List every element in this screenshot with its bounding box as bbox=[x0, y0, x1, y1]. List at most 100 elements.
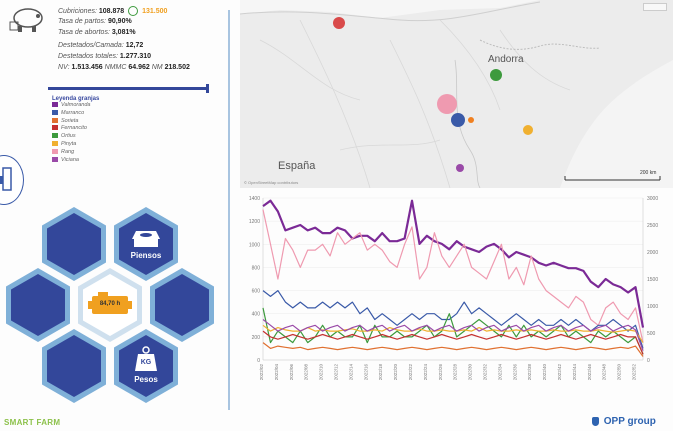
map-toolbar[interactable] bbox=[643, 3, 667, 11]
series-line bbox=[262, 319, 644, 351]
legend-item: Fernancito bbox=[52, 125, 222, 133]
x-tick-label: 2022/48 bbox=[602, 364, 607, 381]
map-label-espana: España bbox=[278, 160, 316, 172]
x-tick-label: 2022/08 bbox=[304, 364, 309, 381]
legend-label: Ortius bbox=[61, 133, 76, 140]
smart-farm-brand: SMART FARM bbox=[4, 418, 61, 427]
x-tick-label: 2022/42 bbox=[557, 364, 562, 381]
legend-swatch bbox=[52, 148, 58, 154]
y-tick-left: 200 bbox=[252, 335, 261, 341]
x-tick-label: 2022/36 bbox=[512, 364, 517, 381]
engine-hours-value: 84,70 h bbox=[99, 301, 121, 307]
kpi-destetados-camada: Destetados/Camada: 12,72 bbox=[58, 41, 143, 51]
y-tick-right: 500 bbox=[647, 331, 656, 337]
legend-item: Ortius bbox=[52, 133, 222, 141]
x-tick-label: 2022/50 bbox=[617, 364, 622, 381]
x-tick-label: 2022/04 bbox=[274, 364, 279, 381]
hex-piensos[interactable]: Piensos bbox=[114, 207, 178, 281]
legend-swatch bbox=[52, 117, 58, 123]
legend-label: Pinyta bbox=[61, 140, 77, 147]
series-line bbox=[262, 289, 644, 349]
piensos-label: Piensos bbox=[130, 251, 162, 260]
kpi-nmmc-value: 64.962 bbox=[128, 64, 150, 71]
kpi-destetados-totales-value: 1.277.310 bbox=[119, 53, 152, 60]
x-tick-label: 2022/02 bbox=[259, 364, 264, 381]
x-tick-label: 2022/46 bbox=[587, 364, 592, 381]
kpi-destetados-camada-value: 12,72 bbox=[125, 42, 144, 49]
x-tick-label: 2022/16 bbox=[363, 364, 368, 381]
y-tick-left: 1000 bbox=[249, 242, 260, 248]
weight-icon-text: KG bbox=[140, 359, 152, 366]
map-attribution: © OpenStreetMap contributors bbox=[244, 180, 299, 185]
y-tick-right: 2500 bbox=[647, 223, 658, 229]
hex-mid-right[interactable] bbox=[150, 268, 214, 342]
legend-item: Rang bbox=[52, 149, 222, 157]
x-tick-label: 2022/38 bbox=[527, 364, 532, 381]
series-line bbox=[262, 209, 644, 343]
kpi-tasa-abortos: Tasa de abortos: 3,081% bbox=[58, 28, 136, 38]
hex-bottom-left[interactable] bbox=[42, 329, 106, 403]
kpi-tasa-partos: Tasa de partos: 90,90% bbox=[58, 17, 132, 27]
legend-swatch bbox=[52, 141, 58, 147]
y-tick-right: 0 bbox=[647, 358, 650, 364]
map-canvas bbox=[240, 0, 673, 188]
y-tick-left: 800 bbox=[252, 265, 261, 271]
kpi-divider-cap bbox=[206, 84, 209, 93]
engine-icon bbox=[88, 292, 132, 314]
legend-item: Marranco bbox=[52, 110, 222, 118]
kpi-destetados-camada-label: Destetados/Camada: bbox=[58, 42, 124, 49]
kpi-destetados-totales: Destetados totales: 1.277.310 bbox=[58, 52, 151, 62]
farm-map[interactable]: Andorra España 200 km © OpenStreetMap co… bbox=[240, 0, 673, 188]
kpi-nv-value: 1.513.456 bbox=[71, 64, 103, 71]
kpi-cubriciones-label: Cubriciones: bbox=[58, 7, 97, 15]
feed-icon bbox=[132, 231, 160, 247]
x-tick-label: 2022/14 bbox=[348, 364, 353, 381]
x-tick-label: 2022/26 bbox=[438, 364, 443, 381]
opp-group-brand: OPP group bbox=[592, 416, 656, 427]
legend-label: Marranco bbox=[61, 109, 85, 116]
kpi-tasa-abortos-label: Tasa de abortos: bbox=[58, 29, 110, 36]
hex-mid-left[interactable] bbox=[6, 268, 70, 342]
hex-pesos[interactable]: KG Pesos bbox=[114, 329, 178, 403]
farm-legend: Leyenda granjas Valmoranda Marranco Soriet… bbox=[52, 96, 222, 164]
legend-label: Sorieta bbox=[61, 117, 79, 124]
x-tick-label: 2022/44 bbox=[572, 364, 577, 381]
legend-items: Valmoranda Marranco Sorieta Fernancito Ortiu… bbox=[52, 102, 222, 164]
legend-item: Valmoranda bbox=[52, 102, 222, 110]
legend-item: Viciana bbox=[52, 157, 222, 165]
hex-center-engine[interactable]: 84,70 h bbox=[78, 268, 142, 342]
kpi-nm-value: 218.502 bbox=[164, 64, 190, 71]
x-tick-label: 2022/28 bbox=[453, 364, 458, 381]
chart-canvas: 0 200 400 600 800 1000 1200 1400 0 500 1000 1500 200… bbox=[249, 196, 658, 381]
farm-trend-chart: 0 200 400 600 800 1000 1200 1400 0 500 1000 1500 200… bbox=[235, 190, 673, 412]
kpi-nmmc-label: NMMC bbox=[104, 64, 127, 71]
legend-item: Pinyta bbox=[52, 141, 222, 149]
x-tick-label: 2022/52 bbox=[632, 364, 637, 381]
opp-logo-icon bbox=[592, 416, 599, 426]
legend-swatch bbox=[52, 109, 58, 115]
y-tick-left: 600 bbox=[252, 289, 261, 295]
kpi-divider bbox=[48, 87, 208, 90]
y-tick-left: 1200 bbox=[249, 219, 260, 225]
legend-swatch bbox=[52, 102, 58, 108]
legend-label: Valmoranda bbox=[61, 102, 91, 108]
left-vertical-divider bbox=[228, 10, 230, 410]
x-tick-label: 2022/40 bbox=[542, 364, 547, 381]
legend-label: Viciana bbox=[61, 156, 79, 163]
y-tick-left: 1400 bbox=[249, 196, 260, 202]
y-tick-right: 3000 bbox=[647, 196, 658, 202]
kpi-nv-label: NV: bbox=[58, 64, 70, 71]
x-tick-label: 2022/06 bbox=[289, 364, 294, 381]
hex-top-left[interactable] bbox=[42, 207, 106, 281]
kpi-tasa-partos-label: Tasa de partos: bbox=[58, 18, 106, 25]
silo-icon[interactable] bbox=[0, 155, 24, 205]
legend-label: Rang bbox=[61, 148, 75, 155]
x-tick-label: 2022/10 bbox=[319, 364, 324, 381]
x-tick-label: 2022/18 bbox=[378, 364, 383, 381]
kpi-tasa-partos-value: 90,90% bbox=[107, 18, 132, 25]
kpi-nacidos: NV: 1.513.456 NMMC 64.962 NM 218.502 bbox=[58, 63, 190, 73]
target-icon bbox=[128, 6, 139, 16]
x-tick-label: 2022/24 bbox=[423, 364, 428, 381]
kpi-tasa-abortos-value: 3,081% bbox=[111, 29, 136, 36]
legend-label: Fernancito bbox=[61, 125, 87, 132]
